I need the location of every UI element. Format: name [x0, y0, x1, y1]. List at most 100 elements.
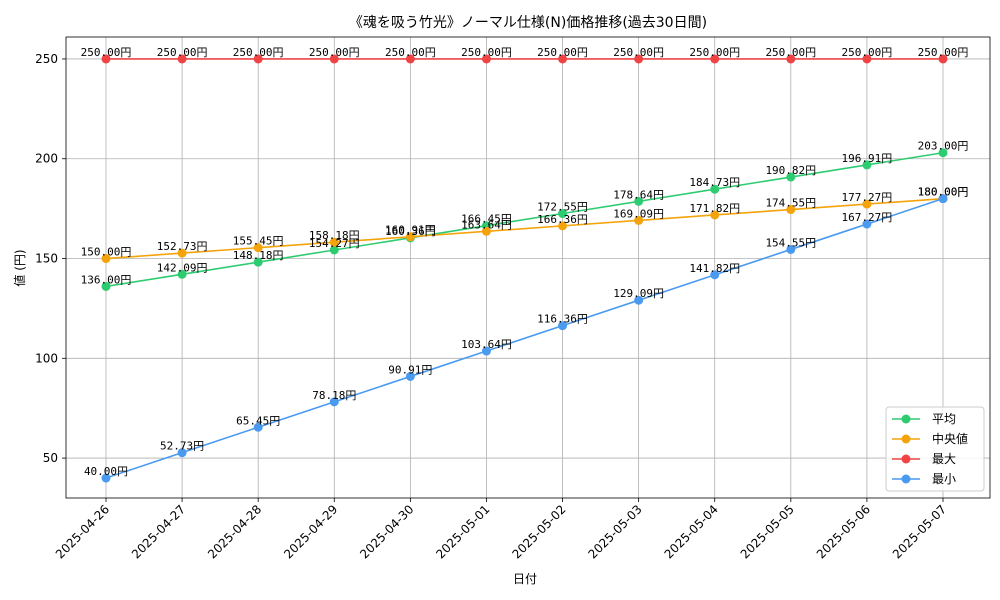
data-label: 250.00円	[233, 46, 284, 59]
data-label: 250.00円	[689, 46, 740, 59]
data-label: 190.82円	[765, 164, 816, 177]
data-label: 177.27円	[842, 191, 893, 204]
data-point	[481, 346, 491, 356]
data-label: 154.55円	[765, 236, 816, 249]
data-label: 163.64円	[461, 218, 512, 231]
data-point	[938, 148, 948, 158]
y-tick-label: 250	[35, 52, 58, 66]
data-label: 166.45円	[461, 213, 512, 226]
data-label: 160.91円	[385, 224, 436, 237]
data-point	[710, 54, 720, 64]
data-label: 250.00円	[385, 46, 436, 59]
legend-marker	[901, 474, 911, 484]
data-point	[405, 232, 415, 242]
data-point	[253, 422, 263, 432]
data-point	[786, 244, 796, 254]
data-label: 250.00円	[309, 46, 360, 59]
data-label: 142.09円	[157, 261, 208, 274]
data-label: 148.18円	[233, 249, 284, 262]
data-label: 116.36円	[537, 313, 588, 326]
data-point	[558, 221, 568, 231]
legend-label: 平均	[932, 412, 956, 426]
data-point	[101, 473, 111, 483]
data-point	[101, 254, 111, 264]
data-label: 90.91円	[388, 363, 432, 376]
data-point	[329, 397, 339, 407]
x-axis-label: 日付	[513, 572, 537, 586]
series-lines	[105, 58, 944, 479]
data-label: 152.73円	[157, 240, 208, 253]
data-label: 196.91円	[842, 152, 893, 165]
legend-marker	[901, 414, 911, 424]
data-label: 184.73円	[689, 176, 740, 189]
data-label: 180.00円	[918, 186, 969, 199]
legend-label: 最大	[932, 452, 956, 466]
data-label: 160.36円	[385, 225, 436, 238]
chart-title: 《魂を吸う竹光》ノーマル仕様(N)価格推移(過去30日間)	[349, 15, 707, 31]
legend-label: 最小	[932, 472, 956, 486]
data-label: 158.18円	[309, 229, 360, 242]
data-point	[634, 54, 644, 64]
data-point	[405, 54, 415, 64]
legend-label: 中央値	[932, 431, 968, 446]
data-point	[253, 54, 263, 64]
series-line	[105, 151, 944, 288]
data-label: 250.00円	[918, 46, 969, 59]
legend-marker	[901, 454, 911, 464]
data-point	[634, 295, 644, 305]
data-point	[481, 226, 491, 236]
data-point	[786, 54, 796, 64]
data-point	[862, 219, 872, 229]
data-point	[253, 243, 263, 253]
data-point	[253, 257, 263, 267]
data-label: 167.27円	[842, 211, 893, 224]
data-label: 155.45円	[233, 235, 284, 248]
data-label: 78.18円	[312, 389, 356, 402]
data-label: 65.45円	[236, 414, 280, 427]
data-label: 250.00円	[157, 46, 208, 59]
data-label: 180.00円	[918, 186, 969, 199]
data-point	[938, 54, 948, 64]
data-label: 250.00円	[765, 46, 816, 59]
data-label: 250.00円	[81, 46, 132, 59]
data-label: 166.36円	[537, 213, 588, 226]
data-point	[329, 54, 339, 64]
y-axis-ticks: 50 100 150 200 250	[35, 52, 66, 465]
data-label: 203.00円	[918, 140, 969, 153]
series-line	[105, 197, 944, 479]
data-label: 178.64円	[613, 188, 664, 201]
data-point	[481, 54, 491, 64]
data-point	[558, 209, 568, 219]
data-label: 169.09円	[613, 207, 664, 220]
data-label: 52.73円	[160, 440, 204, 453]
data-point	[710, 210, 720, 220]
data-label: 250.00円	[461, 46, 512, 59]
data-label: 136.00円	[81, 273, 132, 286]
data-point	[177, 54, 187, 64]
data-label: 171.82円	[689, 202, 740, 215]
data-point	[862, 199, 872, 209]
data-point	[710, 184, 720, 194]
data-point	[329, 245, 339, 255]
data-label: 154.27円	[309, 237, 360, 250]
data-label: 103.64円	[461, 338, 512, 351]
data-label: 174.55円	[765, 197, 816, 210]
data-point	[177, 448, 187, 458]
data-point	[405, 371, 415, 381]
data-label: 250.00円	[613, 46, 664, 59]
plot-frame	[65, 36, 991, 499]
y-tick-label: 200	[35, 152, 58, 166]
data-label: 172.55円	[537, 201, 588, 214]
data-point	[177, 269, 187, 279]
data-point	[862, 54, 872, 64]
series-line	[105, 197, 944, 260]
series-points	[101, 54, 948, 483]
data-point	[938, 194, 948, 204]
data-point	[710, 270, 720, 280]
data-label: 150.00円	[81, 246, 132, 259]
data-point	[634, 196, 644, 206]
data-point	[786, 205, 796, 215]
